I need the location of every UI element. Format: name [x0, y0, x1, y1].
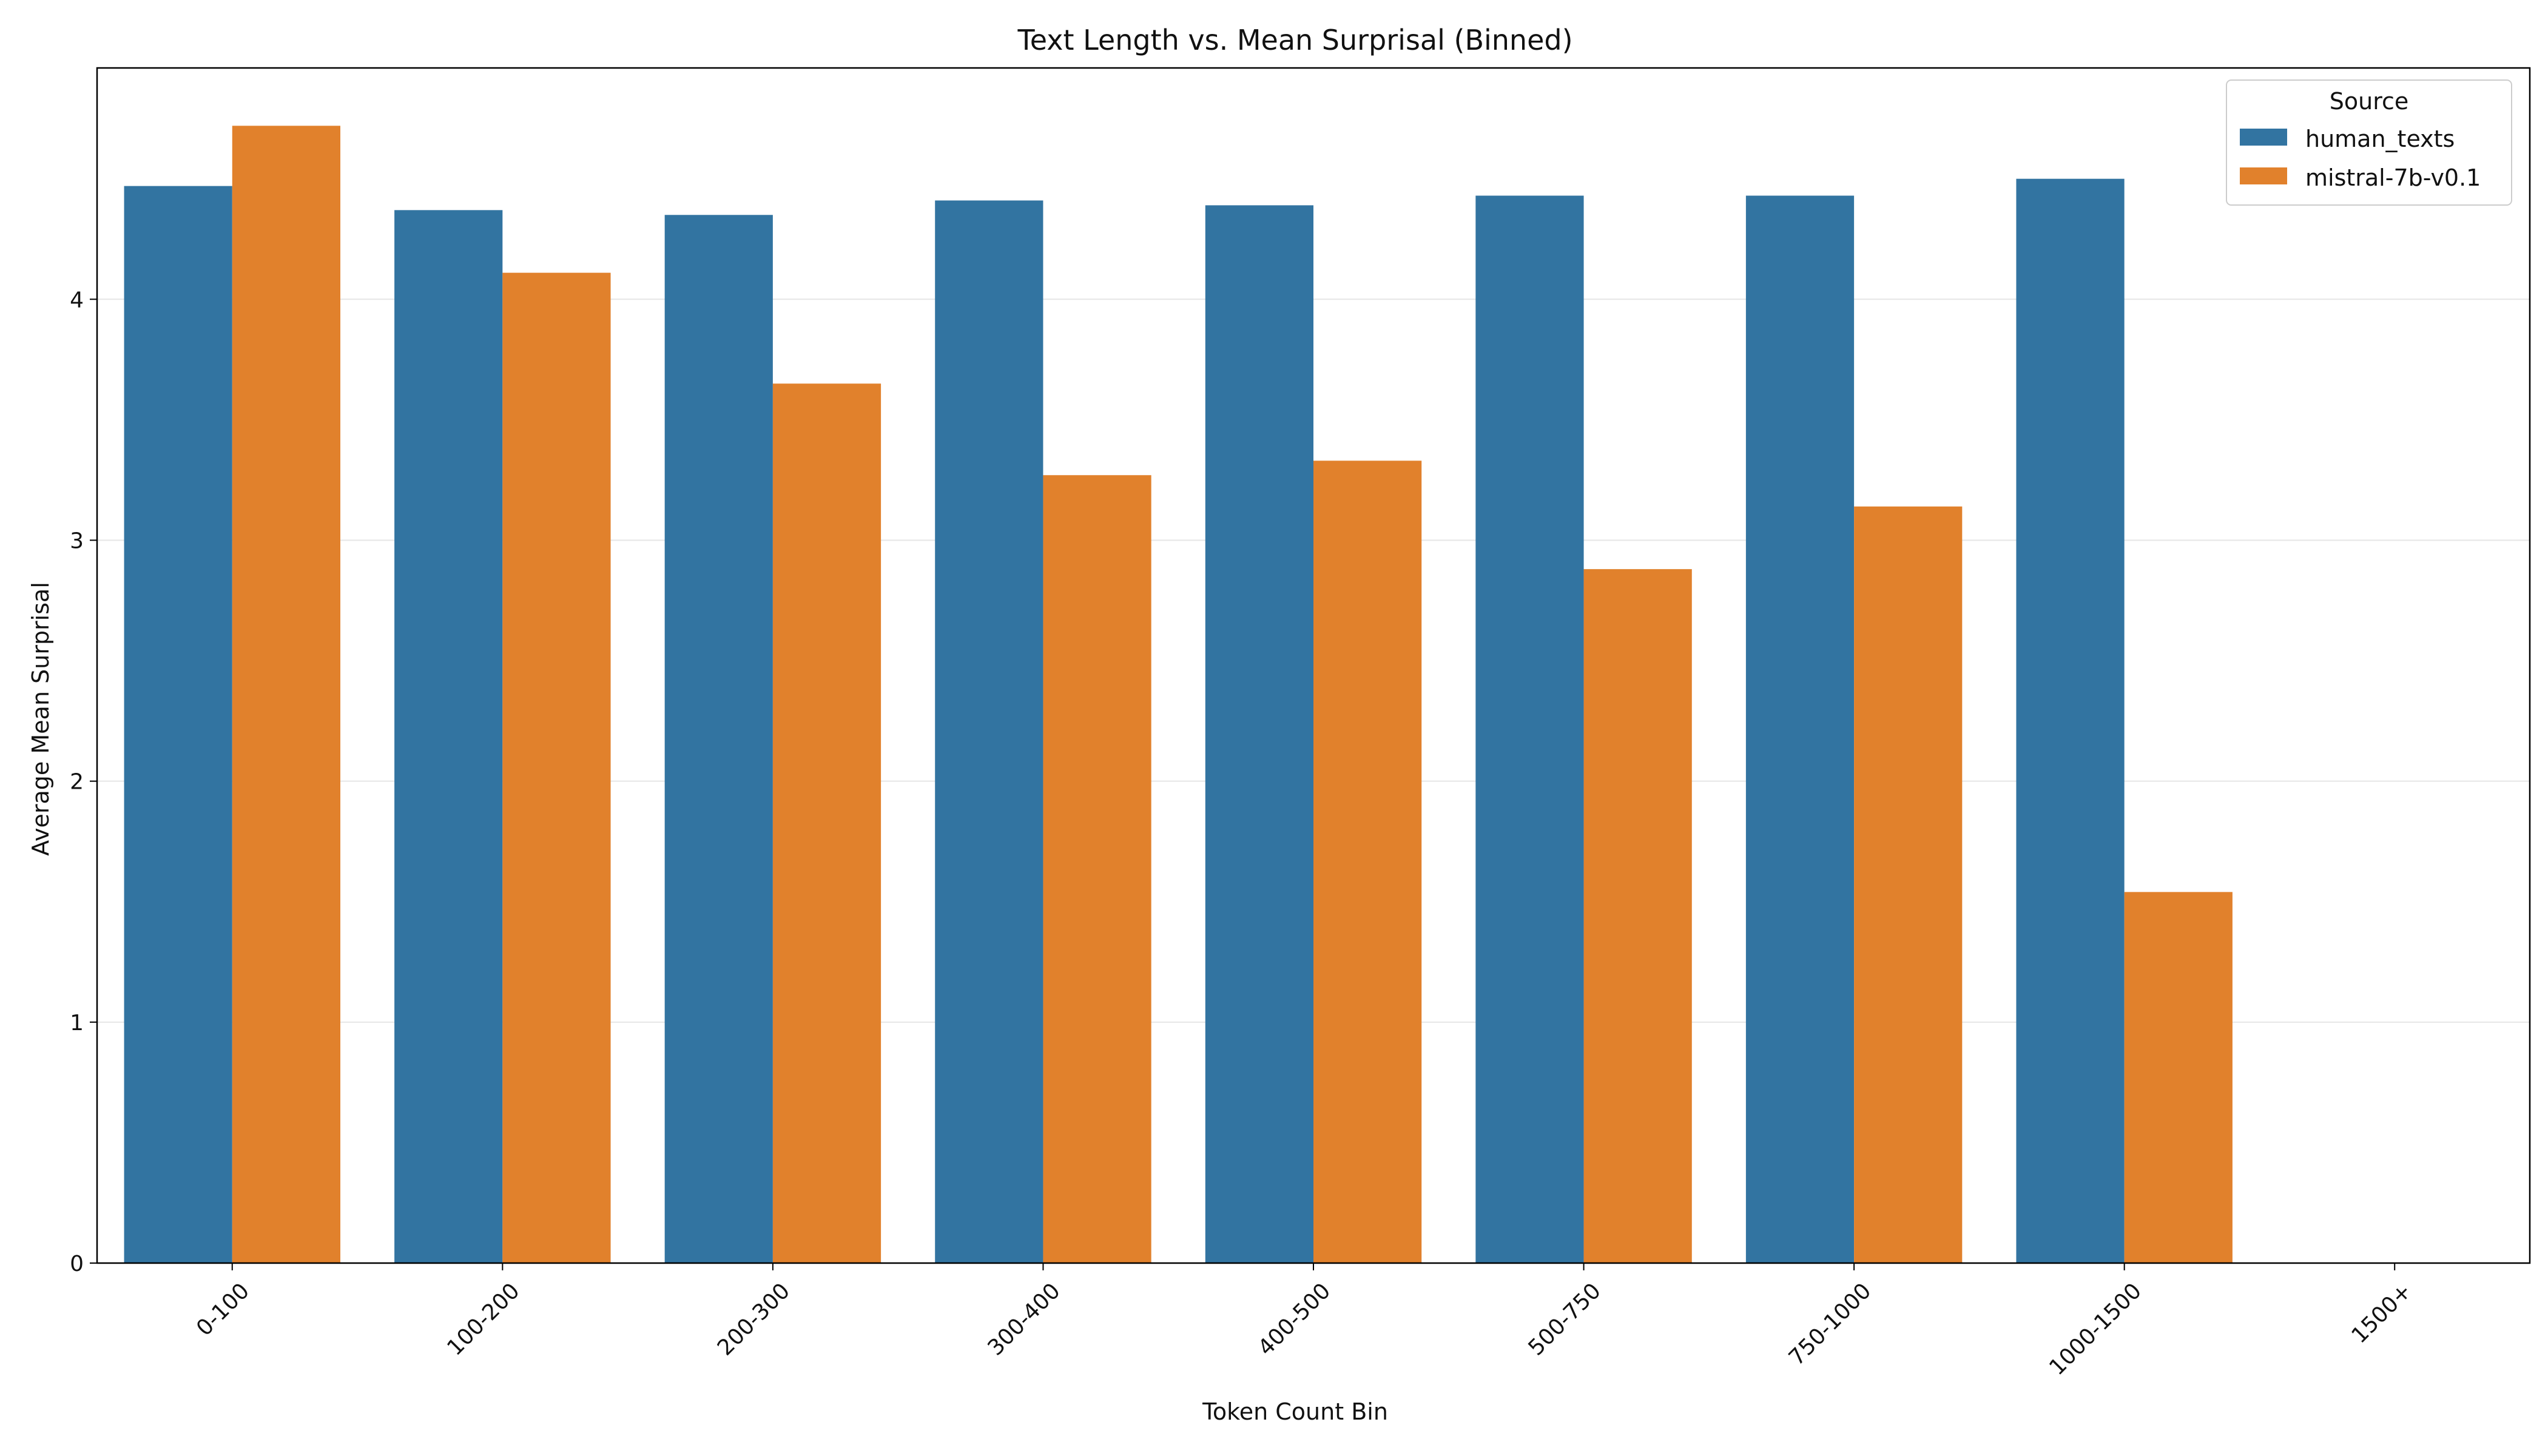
x-tick-label: 1000-1500: [2044, 1278, 2146, 1380]
bar-human_texts-750-1000: [1745, 195, 1855, 1263]
bar-human_texts-200-300: [664, 215, 773, 1264]
axes: [90, 67, 2531, 1270]
x-tick-label: 750-1000: [1784, 1278, 1876, 1370]
bar-human_texts-0-100: [124, 186, 232, 1263]
x-axis-label: Token Count Bin: [1202, 1398, 1388, 1425]
y-tick-label: 1: [70, 1011, 84, 1036]
bar-mistral-7b-v0.1-0-100: [232, 126, 340, 1263]
legend-label-human-texts: human_texts: [2305, 126, 2455, 152]
bar-mistral-7b-v0.1-100-200: [502, 272, 611, 1263]
legend-swatch-mistral: [2240, 167, 2287, 184]
x-tick-label: 100-200: [442, 1278, 524, 1360]
bar-human_texts-400-500: [1205, 205, 1313, 1264]
y-tick-label: 3: [70, 528, 84, 553]
y-tick-label: 4: [70, 288, 84, 312]
x-tick-label: 300-400: [983, 1278, 1065, 1360]
x-tick-label: 500-750: [1524, 1278, 1606, 1360]
bar-human_texts-300-400: [935, 200, 1043, 1264]
y-axis-label: Average Mean Surprisal: [27, 582, 54, 856]
bar-mistral-7b-v0.1-750-1000: [1854, 506, 1963, 1263]
plot-frame: [96, 67, 2531, 1264]
bar-mistral-7b-v0.1-1000-1500: [2124, 892, 2233, 1263]
bars: [124, 126, 2233, 1264]
bar-mistral-7b-v0.1-500-750: [1583, 569, 1692, 1263]
legend: Source human_texts mistral-7b-v0.1: [2226, 79, 2512, 206]
legend-frame: [2226, 79, 2512, 206]
x-tick-label: 200-300: [713, 1278, 795, 1360]
chart-title: Text Length vs. Mean Surprisal (Binned): [1017, 24, 1572, 56]
bar-mistral-7b-v0.1-200-300: [772, 383, 881, 1263]
bar-mistral-7b-v0.1-300-400: [1043, 475, 1151, 1263]
bar-human_texts-100-200: [394, 210, 503, 1263]
x-tick-label: 1500+: [2347, 1278, 2416, 1348]
legend-title: Source: [2330, 88, 2409, 115]
x-tick-label: 0-100: [192, 1278, 254, 1341]
legend-swatch-human-texts: [2240, 129, 2287, 146]
bar-human_texts-1000-1500: [2016, 178, 2125, 1263]
x-tick-label: 400-500: [1253, 1278, 1335, 1360]
bar-human_texts-500-750: [1475, 195, 1584, 1263]
y-tick-label: 0: [70, 1252, 84, 1276]
y-tick-label: 2: [70, 770, 84, 795]
legend-label-mistral: mistral-7b-v0.1: [2305, 164, 2481, 191]
bar-mistral-7b-v0.1-400-500: [1313, 460, 1422, 1263]
